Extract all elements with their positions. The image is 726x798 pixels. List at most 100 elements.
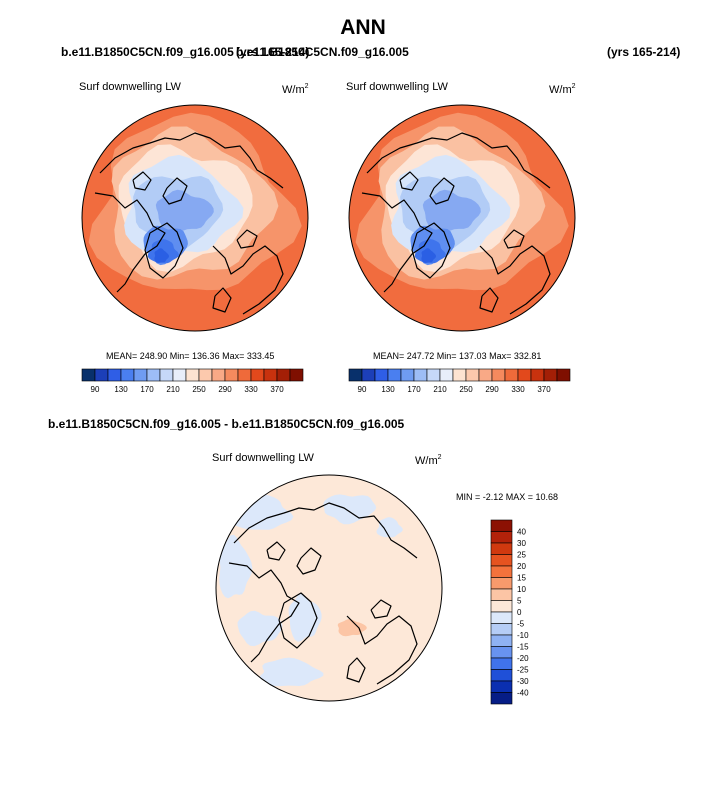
panel1-title: Surf downwelling LW: [79, 81, 181, 93]
map3-coastline-5: [296, 547, 322, 575]
colorbar2-label-4: 250: [459, 385, 473, 394]
map3-zone-negative-2: [237, 610, 283, 647]
colorbar3-swatch-11: [490, 646, 513, 659]
colorbar3-label-2: 25: [517, 551, 526, 560]
colorbar2-label-3: 210: [433, 385, 447, 394]
colorbar1-swatch-9: [198, 368, 213, 382]
case-name-left: b.e11.B1850C5CN.f09_g16.005: [61, 45, 234, 59]
colorbar3-label-4: 15: [517, 574, 526, 583]
map1-coastline-5: [162, 177, 188, 205]
colorbar3-swatch-2: [490, 542, 513, 555]
colorbar3-swatch-15: [490, 692, 513, 705]
map3-coastline-1: [228, 562, 300, 663]
map1-coastline-4: [212, 287, 232, 313]
map3-zone-negative-6: [376, 517, 403, 538]
colorbar1-swatch-3: [120, 368, 135, 382]
colorbar2-swatch-11: [491, 368, 506, 382]
colorbar1-swatch-6: [159, 368, 174, 382]
panel3-units: W/m2: [415, 454, 442, 467]
case-years-right: (yrs 165-214): [607, 45, 681, 59]
map-panel-3: [216, 475, 442, 701]
map2-coastline-4: [479, 287, 499, 313]
map2-coastline-2: [411, 222, 451, 279]
map1-coastline-1: [94, 192, 166, 293]
colorbar3-label-13: -30: [517, 677, 529, 686]
colorbar3-swatch-5: [490, 577, 513, 590]
colorbar3-label-1: 30: [517, 539, 526, 548]
map1-coastline-7: [132, 171, 152, 191]
colorbar2-label-0: 90: [358, 385, 367, 394]
colorbar3-label-14: -40: [517, 689, 529, 698]
map1-zone-cold-1: [155, 189, 214, 234]
map2-coastline-3: [479, 245, 551, 315]
colorbar2-swatch-8: [452, 368, 467, 382]
colorbar2-swatch-6: [426, 368, 441, 382]
colorbar2-swatch-12: [504, 368, 519, 382]
map1-coastline-0: [99, 132, 284, 189]
panel2-title: Surf downwelling LW: [346, 81, 448, 93]
colorbar3-swatch-9: [490, 623, 513, 636]
colorbar2-swatch-4: [400, 368, 415, 382]
colorbar3-label-7: 0: [517, 608, 522, 617]
colorbar1-label-3: 210: [166, 385, 180, 394]
colorbar1-swatch-14: [263, 368, 278, 382]
map1-border: [81, 104, 309, 332]
colorbar2-swatch-13: [517, 368, 532, 382]
colorbar3-label-8: -5: [517, 620, 525, 629]
colorbar3-swatch-14: [490, 680, 513, 693]
map3-coastline-2: [278, 592, 318, 649]
map2-zone-cold-4: [421, 248, 437, 263]
colorbar2-swatch-16: [556, 368, 571, 382]
colorbar3-swatch-13: [490, 669, 513, 682]
map3-border: [215, 474, 443, 702]
colorbar2-label-1: 130: [381, 385, 395, 394]
colorbar-2: 90 130 170 210 250 290 330 370: [348, 368, 571, 394]
panel3-title: Surf downwelling LW: [212, 452, 314, 464]
colorbar3-swatch-10: [490, 634, 513, 647]
colorbar1-label-6: 330: [244, 385, 258, 394]
colorbar2-label-5: 290: [485, 385, 499, 394]
colorbar3-label-10: -15: [517, 643, 529, 652]
colorbar3-swatch-1: [490, 531, 513, 544]
map3-zone-negative-3: [259, 657, 324, 687]
colorbar2-swatch-14: [530, 368, 545, 382]
colorbar1-swatch-15: [276, 368, 291, 382]
map1-coastline-3: [212, 245, 284, 315]
map2-border: [348, 104, 576, 332]
page-title: ANN: [340, 16, 386, 39]
colorbar1-swatch-11: [224, 368, 239, 382]
colorbar1-swatch-10: [211, 368, 226, 382]
colorbar1-label-7: 370: [270, 385, 284, 394]
colorbar1-label-0: 90: [91, 385, 100, 394]
colorbar1-swatch-13: [250, 368, 265, 382]
colorbar2-label-7: 370: [537, 385, 551, 394]
colorbar1-swatch-5: [146, 368, 161, 382]
colorbar3-swatch-4: [490, 565, 513, 578]
map3-coastline-7: [266, 541, 286, 561]
diff-title: b.e11.B1850C5CN.f09_g16.005 - b.e11.B185…: [48, 417, 405, 431]
colorbar3-swatch-3: [490, 554, 513, 567]
map2-zone-cold-1: [422, 189, 481, 234]
map3-coastline-6: [370, 599, 392, 619]
colorbar3-label-12: -25: [517, 666, 529, 675]
colorbar1-label-4: 250: [192, 385, 206, 394]
colorbar1-label-5: 290: [218, 385, 232, 394]
colorbar1-swatch-0: [81, 368, 96, 382]
colorbar3-label-3: 20: [517, 562, 526, 571]
colorbar2-swatch-15: [543, 368, 558, 382]
map1-coastline-2: [144, 222, 184, 279]
map3-coastline-4: [346, 657, 366, 683]
map2-coastline-0: [366, 132, 551, 189]
panel2-stats: MEAN= 247.72 Min= 137.03 Max= 332.81: [373, 351, 542, 361]
colorbar-3: 40 30 25 20 15 10 5 0 -5 -10 -15 -20 -25 -30 -40: [490, 519, 529, 705]
colorbar3-swatch-8: [490, 611, 513, 624]
colorbar2-swatch-10: [478, 368, 493, 382]
colorbar2-swatch-9: [465, 368, 480, 382]
map2-coastline-1: [361, 192, 433, 293]
panel1-stats: MEAN= 248.90 Min= 136.36 Max= 333.45: [106, 351, 275, 361]
colorbar2-swatch-1: [361, 368, 376, 382]
colorbar1-swatch-8: [185, 368, 200, 382]
colorbar3-swatch-0: [490, 519, 513, 532]
map1-coastline-6: [236, 229, 258, 249]
colorbar1-swatch-2: [107, 368, 122, 382]
